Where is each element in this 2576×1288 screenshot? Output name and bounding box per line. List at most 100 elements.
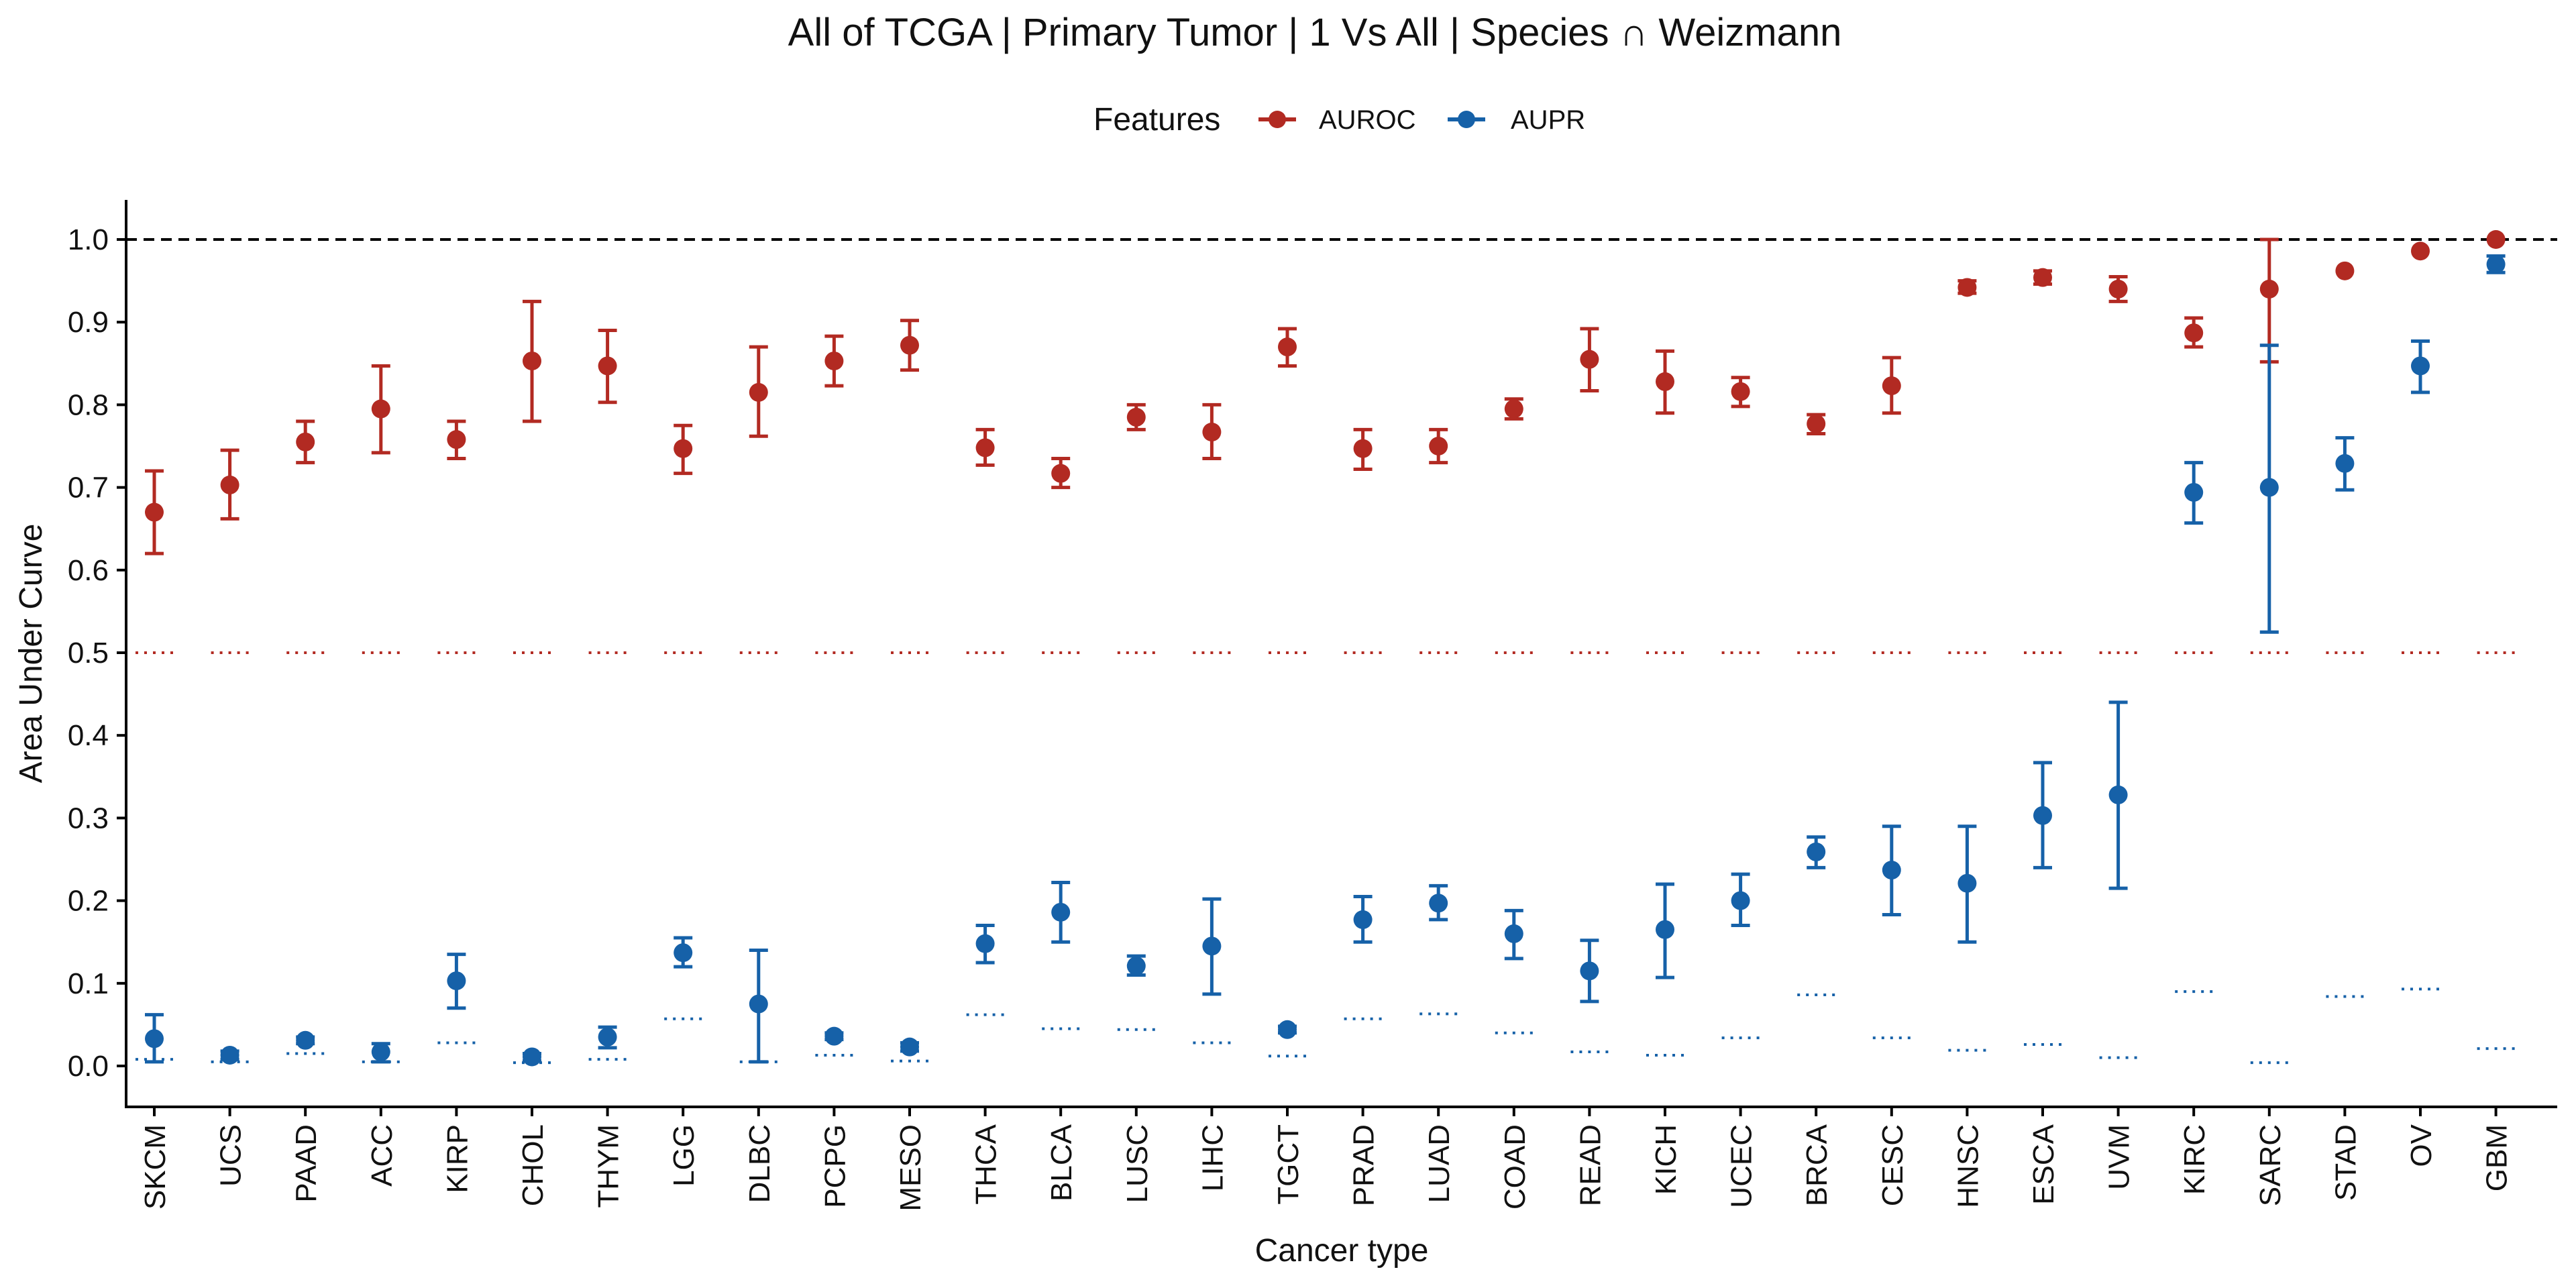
y-tick-label: 0.6 xyxy=(68,554,109,587)
auroc-point xyxy=(1353,439,1373,458)
x-tick-label: MESO xyxy=(894,1124,927,1212)
aupr-point xyxy=(2259,478,2279,497)
x-tick-label: TGCT xyxy=(1272,1124,1305,1205)
x-tick-label: HNSC xyxy=(1951,1124,1984,1208)
auroc-point xyxy=(1807,414,1826,433)
aupr-point xyxy=(1807,842,1826,861)
x-tick-label: THYM xyxy=(592,1124,625,1208)
aupr-point xyxy=(1051,902,1071,922)
aupr-point xyxy=(1580,961,1599,981)
auroc-point xyxy=(1126,407,1146,427)
aupr-point xyxy=(2486,254,2506,274)
aupr-point xyxy=(975,934,995,953)
y-tick-label: 0.3 xyxy=(68,802,109,835)
auroc-point xyxy=(1731,382,1750,401)
aupr-point xyxy=(145,1029,164,1049)
aupr-point xyxy=(220,1045,239,1065)
legend-aupr-marker xyxy=(1458,111,1475,128)
y-tick-label: 0.4 xyxy=(68,719,109,752)
auroc-point xyxy=(2259,279,2279,299)
x-tick-label: GBM xyxy=(2481,1124,2514,1191)
x-tick-label: UCS xyxy=(215,1124,248,1187)
aupr-point xyxy=(371,1042,390,1062)
auroc-point xyxy=(975,438,995,458)
auroc-point xyxy=(598,356,617,376)
auroc-point xyxy=(1278,337,1297,357)
x-tick-label: PCPG xyxy=(818,1124,851,1208)
auroc-point xyxy=(1051,464,1071,483)
auroc-point xyxy=(1202,423,1222,442)
y-tick-label: 0.5 xyxy=(68,637,109,669)
x-tick-label: LIHC xyxy=(1196,1124,1229,1191)
legend-auroc-marker xyxy=(1269,111,1286,128)
aupr-point xyxy=(447,971,466,991)
x-tick-label: KIRC xyxy=(2178,1124,2211,1195)
aupr-point xyxy=(2033,806,2052,825)
aupr-point xyxy=(2411,356,2430,376)
auroc-point xyxy=(900,335,919,355)
aupr-point xyxy=(824,1026,844,1046)
x-tick-label: DLBC xyxy=(743,1124,776,1203)
y-ticks: 0.0 0.1 0.2 0.3 0.4 0.5 0.6 0.7 0.8 0.9 1.0 xyxy=(68,223,126,1083)
auroc-point xyxy=(296,432,315,451)
aupr-point xyxy=(1126,956,1146,975)
x-axis-label: Cancer type xyxy=(1255,1233,1429,1269)
chart-title: All of TCGA | Primary Tumor | 1 Vs All |… xyxy=(788,11,1842,54)
auroc-point xyxy=(2486,230,2506,249)
x-tick-label: PAAD xyxy=(290,1124,323,1203)
auroc-point xyxy=(1580,350,1599,369)
auroc-point xyxy=(2335,261,2355,280)
auroc-point xyxy=(1882,376,1901,396)
x-tick-label: THCA xyxy=(970,1124,1003,1204)
auroc-point xyxy=(1429,437,1448,455)
auroc-point xyxy=(674,439,693,458)
aupr-point xyxy=(1353,910,1373,929)
auroc-point xyxy=(447,430,466,449)
y-tick-label: 1.0 xyxy=(68,223,109,256)
legend-auroc-label: AUROC xyxy=(1319,105,1415,135)
x-tick-label: ESCA xyxy=(2027,1124,2060,1204)
legend-aupr-label: AUPR xyxy=(1511,105,1585,135)
x-tick-label: SARC xyxy=(2254,1124,2287,1206)
x-ticks: SKCM UCS PAAD ACC KIRP CHOL THYM LGG DLBC PCPG MES… xyxy=(139,1107,2514,1212)
aupr-point xyxy=(1882,861,1901,880)
aupr-point xyxy=(1957,873,1977,893)
auroc-point xyxy=(749,382,768,402)
x-tick-label: UCEC xyxy=(1725,1124,1758,1208)
y-tick-label: 0.0 xyxy=(68,1050,109,1083)
aupr-point xyxy=(1504,924,1523,943)
auroc-point xyxy=(220,475,239,494)
chance-markers xyxy=(136,651,2515,1065)
aupr-point xyxy=(1656,920,1674,939)
y-tick-label: 0.7 xyxy=(68,472,109,504)
auroc-point xyxy=(145,502,164,522)
aupr-point xyxy=(674,943,693,963)
series-marks xyxy=(145,230,2506,1067)
aupr-point xyxy=(1731,891,1750,910)
aupr-point xyxy=(296,1030,315,1050)
x-tick-label: ACC xyxy=(366,1124,398,1187)
aupr-point xyxy=(900,1037,919,1057)
legend-title: Features xyxy=(1093,102,1220,138)
auroc-point xyxy=(371,399,390,419)
auroc-point xyxy=(824,352,844,371)
auroc-point xyxy=(1504,399,1523,419)
x-tick-label: LGG xyxy=(667,1124,700,1187)
aupr-point xyxy=(523,1047,541,1067)
x-tick-label: PRAD xyxy=(1348,1124,1381,1206)
x-tick-label: CHOL xyxy=(517,1124,549,1206)
legend-item-auroc: AUROC xyxy=(1258,105,1415,135)
aupr-point xyxy=(598,1027,617,1046)
x-tick-label: KIRP xyxy=(441,1124,474,1193)
y-tick-label: 0.8 xyxy=(68,388,109,421)
auroc-point xyxy=(2184,323,2204,343)
aupr-point xyxy=(2184,482,2204,502)
x-tick-label: LUAD xyxy=(1423,1124,1456,1203)
x-tick-label: COAD xyxy=(1499,1124,1532,1210)
auroc-point xyxy=(1957,278,1977,297)
aupr-point xyxy=(1278,1020,1297,1039)
auroc-point xyxy=(523,352,541,371)
y-axis-label: Area Under Curve xyxy=(13,524,49,784)
auroc-point xyxy=(2108,279,2128,299)
